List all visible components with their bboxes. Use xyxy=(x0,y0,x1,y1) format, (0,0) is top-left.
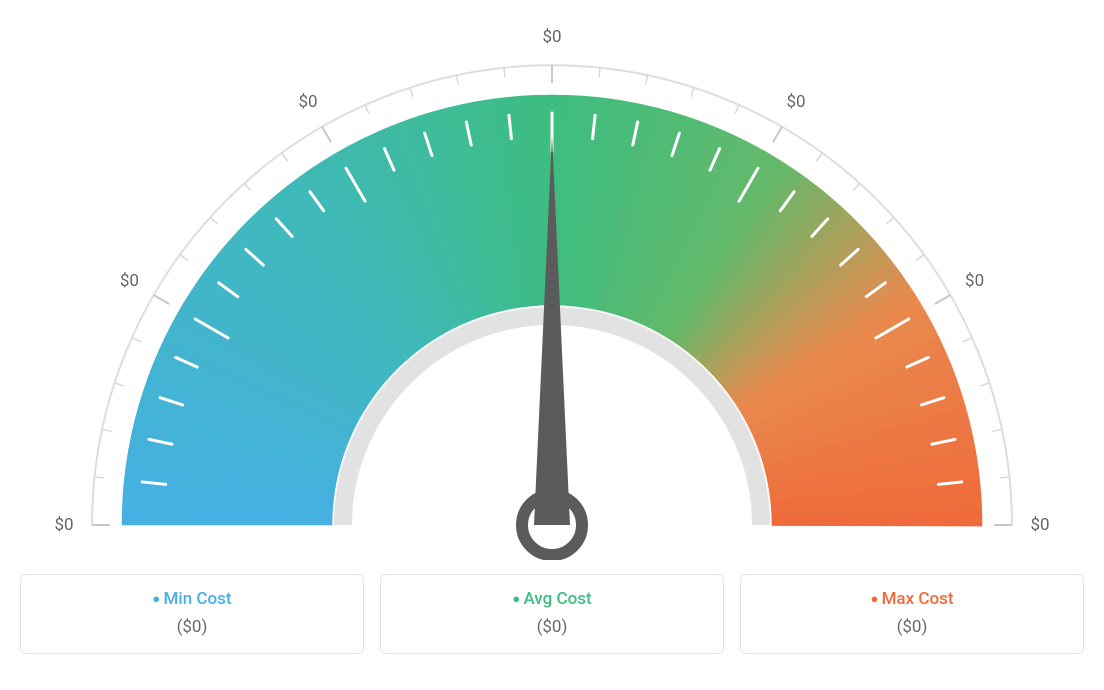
gauge-tick-label: $0 xyxy=(120,271,139,291)
gauge-tick-label: $0 xyxy=(1030,515,1049,535)
legend-value-max: ($0) xyxy=(741,617,1083,637)
gauge-tick-label: $0 xyxy=(298,92,317,112)
legend-value-avg: ($0) xyxy=(381,617,723,637)
gauge-tick-label: $0 xyxy=(965,271,984,291)
cost-gauge: $0 $0 $0 $0 $0 $0 $0 xyxy=(20,20,1084,560)
legend-label-avg: Avg Cost xyxy=(381,589,723,609)
gauge-tick-label: $0 xyxy=(786,92,805,112)
gauge-svg xyxy=(20,20,1084,560)
gauge-tick-label: $0 xyxy=(542,27,561,47)
legend-card-max: Max Cost ($0) xyxy=(740,574,1084,654)
legend-row: Min Cost ($0) Avg Cost ($0) Max Cost ($0… xyxy=(20,574,1084,654)
legend-value-min: ($0) xyxy=(21,617,363,637)
legend-card-min: Min Cost ($0) xyxy=(20,574,364,654)
legend-card-avg: Avg Cost ($0) xyxy=(380,574,724,654)
legend-label-min: Min Cost xyxy=(21,589,363,609)
legend-label-max: Max Cost xyxy=(741,589,1083,609)
gauge-tick-label: $0 xyxy=(54,515,73,535)
